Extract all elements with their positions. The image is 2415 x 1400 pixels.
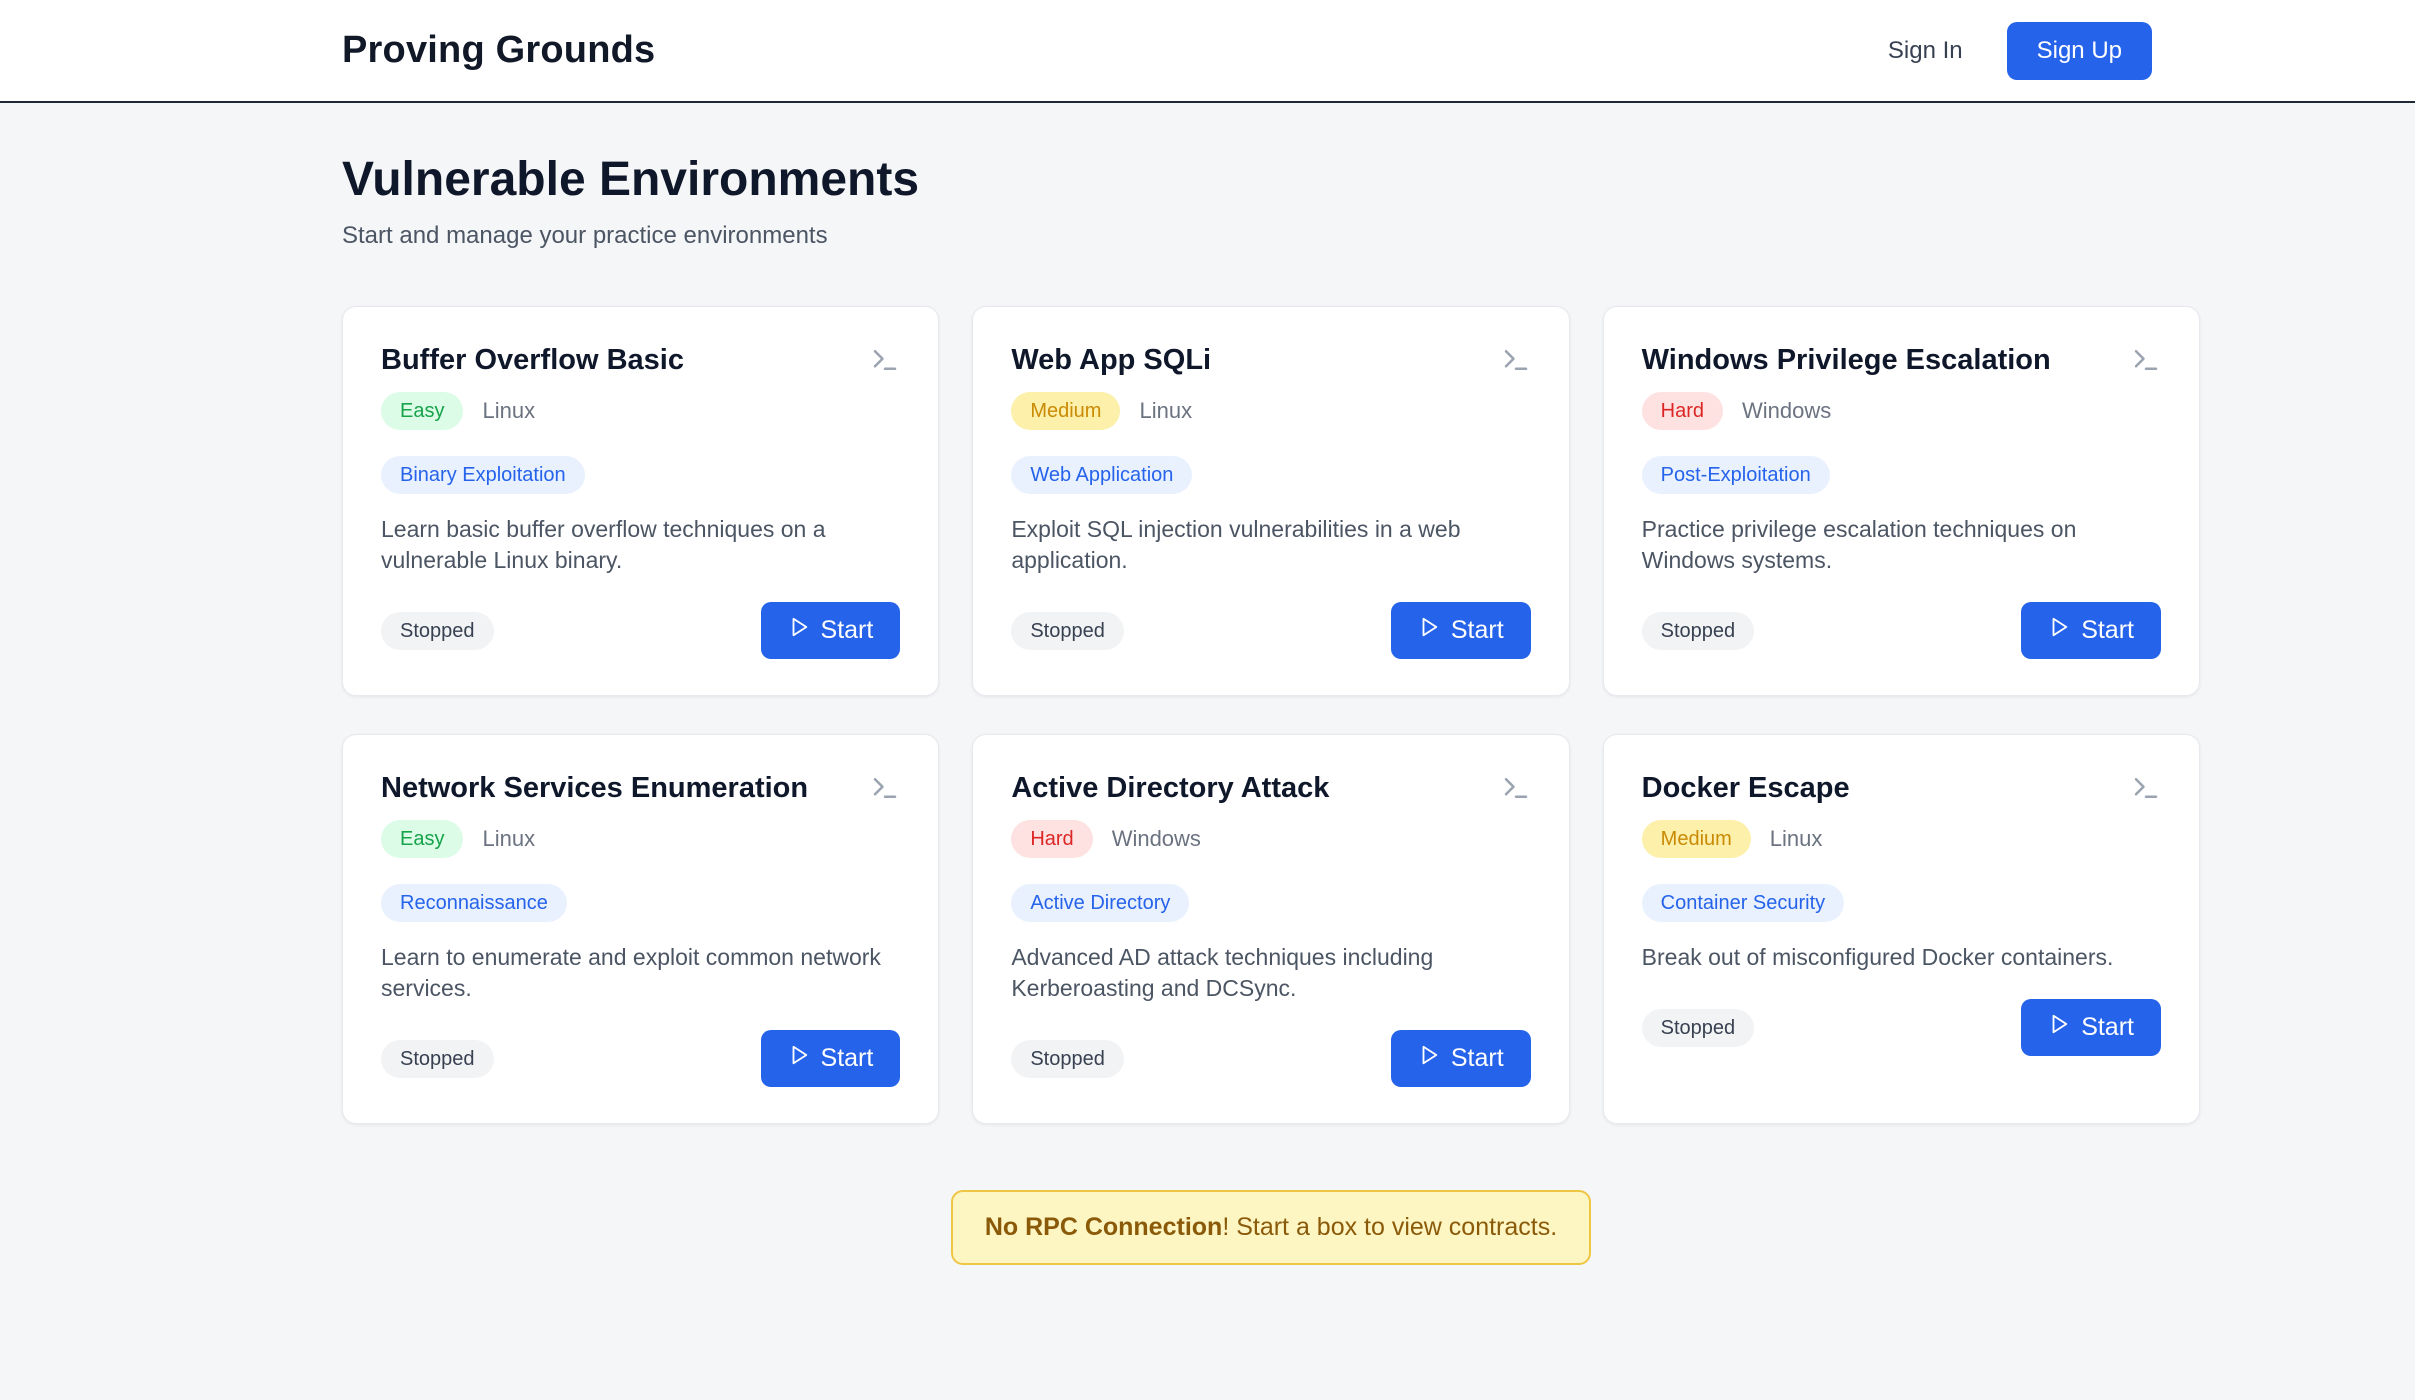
env-card-active-directory-attack: Active Directory Attack Hard Windows Act… bbox=[972, 734, 1570, 1124]
os-label: Linux bbox=[1769, 826, 1823, 851]
start-button-label: Start bbox=[1450, 616, 1504, 644]
terminal-icon bbox=[870, 773, 900, 808]
play-icon bbox=[2048, 1013, 2070, 1042]
env-card-network-services-enumeration: Network Services Enumeration Easy Linux … bbox=[342, 734, 940, 1124]
top-navigation-bar: Proving Grounds Sign In Sign Up bbox=[0, 0, 2415, 103]
terminal-icon bbox=[870, 345, 900, 380]
env-description: Learn to enumerate and exploit common ne… bbox=[381, 944, 881, 1001]
rpc-notice-bold-text: No RPC Connection bbox=[984, 1213, 1223, 1241]
env-card-title: Windows Privilege Escalation bbox=[1641, 344, 2051, 376]
env-description: Practice privilege escalation techniques… bbox=[1641, 516, 2077, 573]
status-badge: Stopped bbox=[1011, 611, 1124, 650]
start-button[interactable]: Start bbox=[2021, 999, 2161, 1056]
os-label: Linux bbox=[482, 826, 536, 851]
env-card-docker-escape: Docker Escape Medium Linux Container Sec… bbox=[1602, 734, 2200, 1124]
start-button[interactable]: Start bbox=[760, 602, 901, 659]
status-badge: Stopped bbox=[1641, 1008, 1755, 1047]
status-badge: Stopped bbox=[1011, 1039, 1124, 1078]
rpc-notice-rest-text: ! Start a box to view contracts. bbox=[1222, 1213, 1558, 1241]
difficulty-badge: Hard bbox=[1641, 392, 1724, 430]
category-badge: Container Security bbox=[1641, 884, 1845, 922]
category-badge: Reconnaissance bbox=[381, 884, 567, 922]
start-button-label: Start bbox=[820, 1044, 874, 1072]
env-card-title: Buffer Overflow Basic bbox=[381, 344, 684, 376]
os-label: Windows bbox=[1742, 398, 1832, 423]
difficulty-badge: Hard bbox=[1011, 820, 1093, 858]
env-card-title: Network Services Enumeration bbox=[381, 772, 809, 804]
category-badge: Binary Exploitation bbox=[381, 456, 585, 494]
start-button-label: Start bbox=[1450, 1044, 1504, 1072]
difficulty-badge: Easy bbox=[381, 392, 464, 430]
page-subtitle: Start and manage your practice environme… bbox=[342, 222, 828, 249]
status-badge: Stopped bbox=[1641, 611, 1755, 650]
rpc-connection-notice: No RPC Connection! Start a box to view c… bbox=[950, 1190, 1592, 1265]
os-label: Windows bbox=[1111, 826, 1201, 851]
difficulty-badge: Easy bbox=[381, 820, 464, 858]
env-description: Advanced AD attack techniques including … bbox=[1011, 944, 1434, 1001]
env-card-buffer-overflow-basic: Buffer Overflow Basic Easy Linux Binary … bbox=[342, 306, 940, 696]
env-card-windows-privilege-escalation: Windows Privilege Escalation Hard Window… bbox=[1602, 306, 2200, 696]
terminal-icon bbox=[2131, 345, 2161, 380]
difficulty-badge: Medium bbox=[1011, 392, 1121, 430]
start-button[interactable]: Start bbox=[1390, 602, 1531, 659]
env-card-web-app-sqli: Web App SQLi Medium Linux Web Applicatio… bbox=[972, 306, 1570, 696]
os-label: Linux bbox=[1139, 398, 1193, 423]
env-card-title: Web App SQLi bbox=[1011, 344, 1212, 376]
category-badge: Active Directory bbox=[1011, 884, 1190, 922]
main-content: Vulnerable Environments Start and manage… bbox=[342, 103, 2200, 1265]
environments-grid: Buffer Overflow Basic Easy Linux Binary … bbox=[342, 306, 2200, 1124]
start-button-label: Start bbox=[2081, 616, 2134, 644]
status-badge: Stopped bbox=[381, 1039, 494, 1078]
start-button[interactable]: Start bbox=[2021, 602, 2161, 659]
env-card-title: Active Directory Attack bbox=[1011, 772, 1330, 804]
terminal-icon bbox=[1501, 773, 1531, 808]
sign-up-button[interactable]: Sign Up bbox=[2006, 21, 2152, 80]
start-button[interactable]: Start bbox=[760, 1030, 901, 1087]
category-badge: Post-Exploitation bbox=[1641, 456, 1830, 494]
env-description: Exploit SQL injection vulnerabilities in… bbox=[1011, 516, 1461, 573]
terminal-icon bbox=[2131, 773, 2161, 808]
difficulty-badge: Medium bbox=[1641, 820, 1751, 858]
terminal-icon bbox=[1501, 345, 1531, 380]
sign-in-link[interactable]: Sign In bbox=[1887, 36, 1963, 64]
play-icon bbox=[2048, 616, 2070, 645]
page-title: Vulnerable Environments bbox=[342, 153, 920, 206]
env-card-title: Docker Escape bbox=[1641, 772, 1850, 804]
play-icon bbox=[1418, 616, 1440, 645]
brand-title: Proving Grounds bbox=[342, 29, 656, 71]
env-description: Learn basic buffer overflow techniques o… bbox=[381, 516, 826, 573]
env-description: Break out of misconfigured Docker contai… bbox=[1641, 944, 2114, 970]
play-icon bbox=[1418, 1044, 1440, 1073]
category-badge: Web Application bbox=[1011, 456, 1193, 494]
start-button-label: Start bbox=[820, 616, 874, 644]
start-button[interactable]: Start bbox=[1390, 1030, 1531, 1087]
status-badge: Stopped bbox=[381, 611, 494, 650]
play-icon bbox=[788, 616, 810, 645]
start-button-label: Start bbox=[2081, 1013, 2134, 1041]
play-icon bbox=[788, 1044, 810, 1073]
os-label: Linux bbox=[482, 398, 536, 423]
